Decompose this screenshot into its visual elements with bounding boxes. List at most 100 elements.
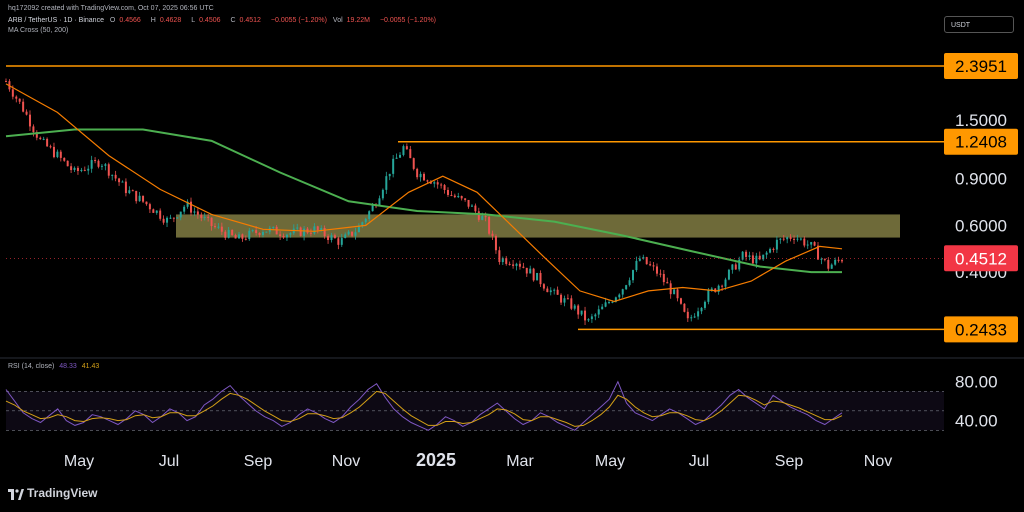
candle-body — [745, 251, 748, 257]
candle-body — [827, 259, 830, 269]
level-price-tag — [944, 52, 1018, 79]
candle-body — [237, 234, 240, 239]
candle-body — [340, 238, 343, 245]
candle-body — [645, 257, 648, 265]
candle-body — [330, 235, 333, 241]
currency-button[interactable]: USDT — [944, 16, 1014, 33]
rsi-label: RSI (14, close) — [8, 363, 55, 370]
candle-body — [446, 190, 449, 195]
candle-body — [100, 165, 103, 167]
candle-body — [573, 305, 576, 309]
candle-body — [546, 288, 549, 293]
candle-body — [748, 255, 751, 257]
candle-body — [560, 294, 563, 303]
x-tick-label: Mar — [506, 453, 534, 470]
candle-body — [56, 151, 59, 158]
candle-body — [313, 226, 316, 234]
candle-body — [90, 160, 93, 169]
candle-body — [190, 201, 193, 213]
candle-body — [142, 195, 145, 202]
candle-body — [467, 199, 470, 207]
candle-body — [837, 259, 840, 261]
brand-name[interactable]: TradingView — [27, 486, 98, 500]
candle-body — [539, 272, 542, 285]
candle-body — [275, 226, 278, 235]
candle-body — [224, 231, 227, 238]
candle-body — [727, 269, 730, 280]
rsi-value: 48.33 — [59, 363, 77, 370]
candle-body — [830, 264, 833, 269]
candle-body — [210, 217, 213, 227]
candle-body — [741, 251, 744, 260]
candle-body — [762, 254, 765, 260]
candle-body — [114, 174, 117, 179]
candle-body — [525, 267, 528, 274]
candle-body — [515, 263, 518, 266]
candle-body — [111, 174, 114, 176]
candle-body — [508, 263, 511, 265]
candle-body — [655, 266, 658, 274]
candle-body — [796, 238, 799, 240]
candle-body — [477, 211, 480, 220]
level-price-label: 1.2408 — [955, 133, 1007, 152]
x-tick-label: Sep — [775, 453, 804, 470]
candle-body — [220, 226, 223, 232]
candle-body — [22, 101, 25, 112]
candle-body — [710, 288, 713, 291]
candle-body — [810, 242, 813, 245]
candle-body — [590, 316, 593, 320]
candle-body — [450, 194, 453, 196]
symbol-title[interactable]: ARB / TetherUS · 1D · Binance — [8, 17, 104, 24]
candle-body — [46, 138, 49, 147]
rsi-line — [5, 380, 843, 431]
candle-body — [786, 237, 789, 240]
rsi-y-tick-label: 80.00 — [955, 373, 998, 392]
created-by-line: hq172092 created with TradingView.com, O… — [8, 5, 214, 12]
candle-body — [59, 151, 62, 158]
candle-body — [323, 227, 326, 237]
candle-body — [806, 244, 809, 246]
candle-body — [484, 216, 487, 218]
ma-200-line — [5, 128, 842, 274]
candle-body — [385, 176, 388, 190]
candle-body — [474, 205, 477, 212]
candle-body — [227, 229, 230, 238]
candle-body — [327, 236, 330, 241]
candle-body — [28, 114, 31, 127]
candle-body — [693, 316, 696, 318]
candle-body — [611, 301, 614, 303]
ma-cross-legend[interactable]: MA Cross (50, 200) — [8, 27, 69, 34]
candle-body — [676, 289, 679, 299]
candle-body — [299, 227, 302, 236]
x-tick-label: Jul — [159, 453, 179, 470]
candle-body — [97, 160, 100, 167]
candle-body — [775, 239, 778, 250]
candle-body — [70, 166, 73, 171]
candle-body — [789, 237, 792, 239]
candle-body — [32, 126, 35, 133]
y-tick-label: 0.9000 — [955, 170, 1007, 189]
candle-body — [217, 226, 220, 228]
x-tick-label: Jul — [689, 453, 709, 470]
x-tick-label: Nov — [864, 453, 892, 470]
candle-body — [758, 255, 761, 260]
rsi-legend[interactable]: RSI (14, close) 48.33 41.43 — [8, 363, 99, 370]
candle-body — [440, 184, 443, 186]
candle-body — [309, 232, 312, 234]
candle-body — [549, 290, 552, 293]
candle-body — [604, 302, 607, 307]
candle-body — [244, 238, 247, 240]
candle-body — [823, 258, 826, 260]
x-tick-label: May — [64, 453, 94, 470]
candle-body — [734, 264, 737, 270]
candle-body — [11, 89, 14, 97]
candle-body — [25, 111, 28, 115]
candle-body — [697, 311, 700, 317]
candle-body — [179, 211, 182, 218]
candle-body — [597, 309, 600, 315]
low-label: L — [191, 17, 196, 24]
candle-body — [333, 235, 336, 239]
candle-body — [176, 217, 179, 219]
